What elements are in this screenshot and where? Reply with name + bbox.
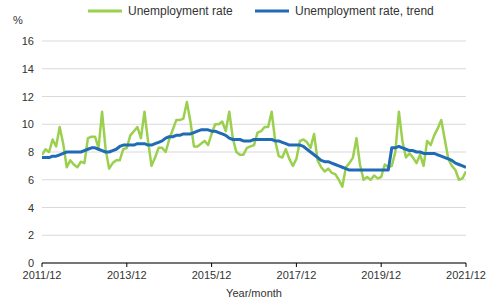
y-tick-label: 6 [28, 174, 34, 186]
y-tick-label: 16 [22, 35, 34, 47]
y-tick-label: 12 [22, 91, 34, 103]
x-axis-label: Year/month [226, 287, 282, 299]
x-tick [466, 263, 467, 267]
legend-swatch [88, 10, 122, 13]
y-tick-label: 4 [28, 202, 34, 214]
x-tick-label: 2013/12 [107, 269, 147, 281]
grid-line [42, 207, 466, 208]
grid-line [42, 68, 466, 69]
x-tick-label: 2011/12 [23, 269, 62, 281]
x-tick [381, 263, 382, 267]
y-tick-label: 8 [28, 146, 34, 158]
grid-line [42, 263, 466, 264]
x-tick-label: 2015/12 [192, 269, 232, 281]
x-tick [296, 263, 297, 267]
y-tick-label: 0 [28, 257, 34, 269]
grid-line [42, 96, 466, 97]
x-tick-label: 2019/12 [361, 269, 401, 281]
legend-label: Unemployment rate, trend [295, 4, 434, 18]
series-line [42, 130, 466, 170]
y-tick-label: 10 [22, 118, 34, 130]
legend-label: Unemployment rate [128, 4, 233, 18]
y-tick-label: 14 [22, 63, 34, 75]
y-tick-label: 2 [28, 229, 34, 241]
x-axis [42, 263, 466, 264]
grid-line [42, 179, 466, 180]
plot-area [42, 102, 466, 187]
x-tick [42, 263, 43, 267]
chart: 0 2 4 6 8 10 12 14 16 2011/12 2013/12 2015/12 2017/1… [0, 0, 491, 302]
x-tick-label: 2021/12 [446, 269, 486, 281]
grid-line [42, 235, 466, 236]
x-tick [211, 263, 212, 267]
legend-swatch [255, 10, 289, 13]
grid-line [42, 41, 466, 42]
x-tick-label: 2017/12 [277, 269, 317, 281]
y-axis-label: % [13, 14, 23, 26]
grid-line [42, 124, 466, 125]
x-tick [126, 263, 127, 267]
series-line [42, 102, 466, 187]
